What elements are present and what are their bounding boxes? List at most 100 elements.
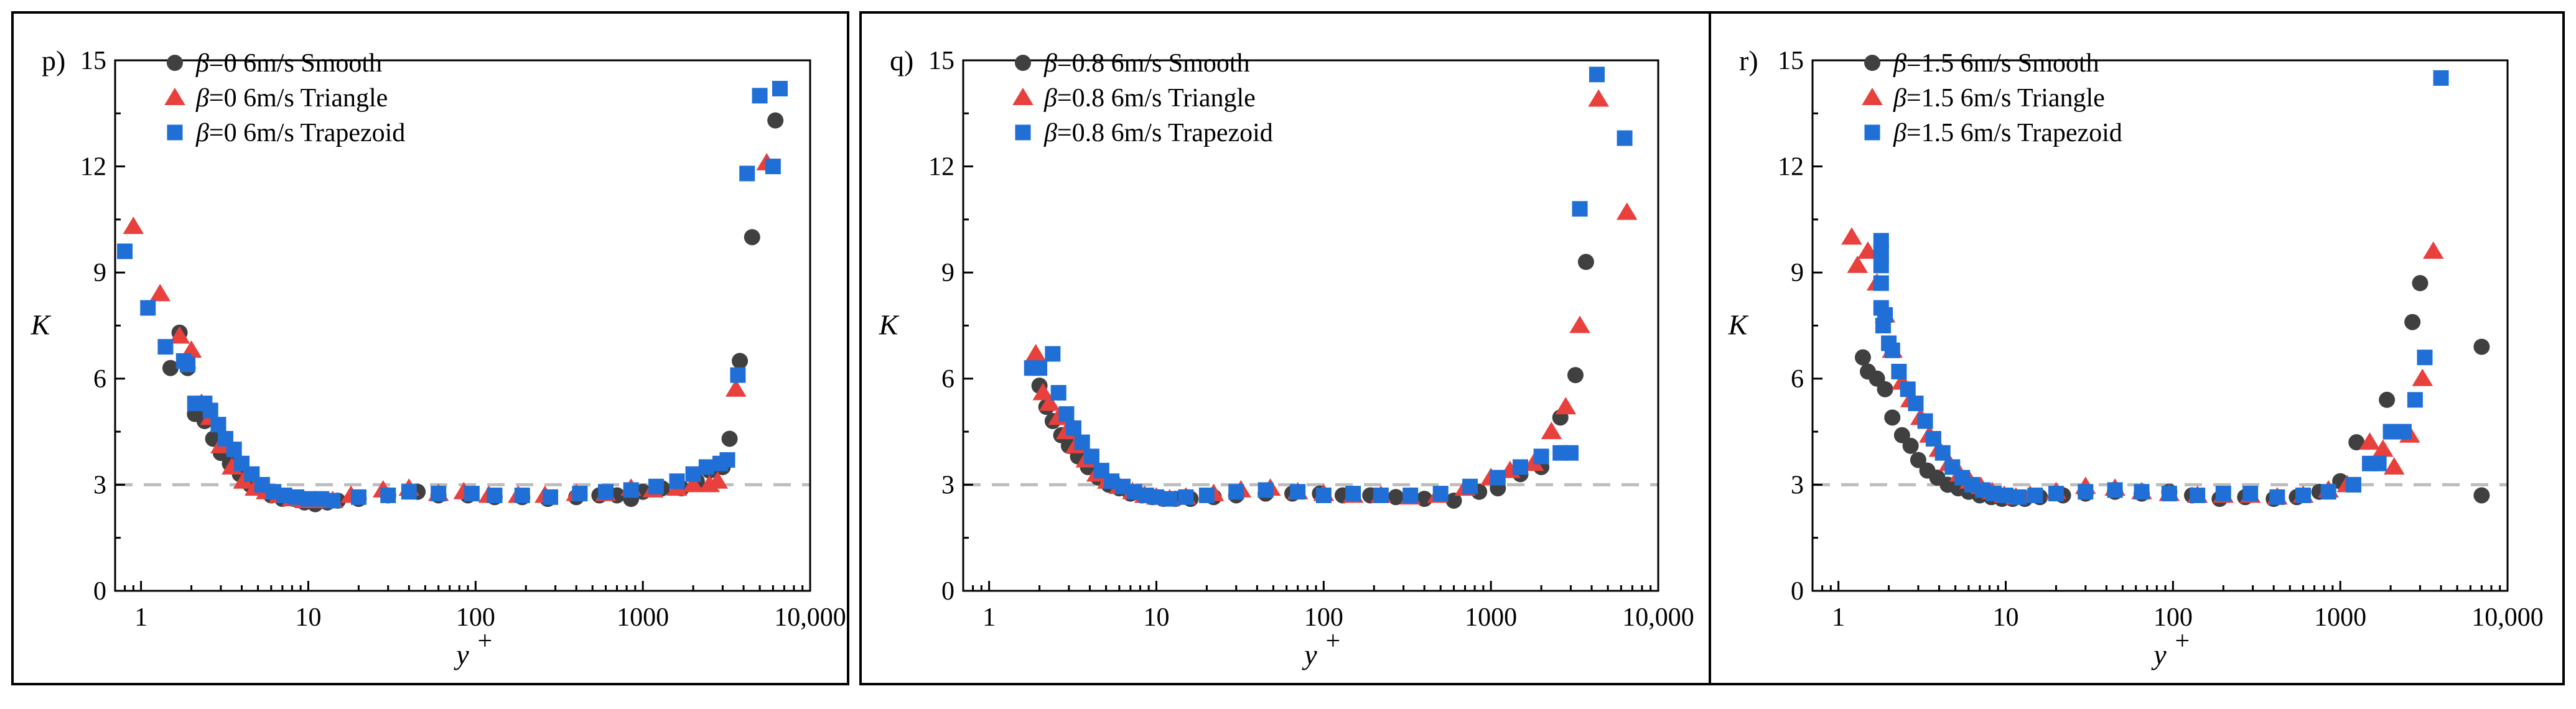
data-point xyxy=(162,359,179,376)
data-point xyxy=(1917,413,1933,429)
data-point xyxy=(1045,346,1061,362)
data-point xyxy=(2382,424,2399,440)
data-point xyxy=(1841,227,1862,245)
y-tick-label: 3 xyxy=(1791,471,1804,499)
data-point xyxy=(1541,422,1562,440)
data-point xyxy=(2107,482,2123,498)
data-point xyxy=(2134,484,2150,500)
legend-marker xyxy=(1864,124,1880,141)
legend-marker xyxy=(1015,55,1031,71)
data-point xyxy=(1148,489,1164,505)
data-point xyxy=(767,112,784,129)
data-point xyxy=(1934,445,1951,461)
data-point xyxy=(2011,489,2027,505)
data-point xyxy=(2412,368,2434,386)
data-point xyxy=(1388,489,1404,506)
data-point xyxy=(1039,393,1060,411)
x-tick-label: 10 xyxy=(1992,603,2018,632)
x-axis-title-sup: + xyxy=(2175,627,2190,656)
x-axis-title: y xyxy=(1302,639,1317,670)
series-circle xyxy=(162,112,784,512)
legend-label: β=0.8 6m/s Triangle xyxy=(1043,84,1256,113)
y-tick-label: 6 xyxy=(93,365,106,394)
y-tick-label: 0 xyxy=(93,577,106,606)
data-point xyxy=(2407,392,2423,408)
panel-p: 1 10 100 1000 10,000 0 3 6 9 12 15 y + Kp) β=0 6m/s Sm… xyxy=(11,11,849,685)
y-tick-label: 9 xyxy=(1791,259,1804,287)
data-point xyxy=(707,471,729,489)
data-point xyxy=(1533,448,1549,465)
data-point xyxy=(669,473,685,489)
legend: β=1.5 6m/s Smooth β=1.5 6m/s Triangle β=1.… xyxy=(1862,49,2122,147)
x-axis-title-sup: + xyxy=(478,627,493,656)
data-point xyxy=(1555,397,1577,415)
legend-marker xyxy=(167,55,183,71)
x-tick-label: 10 xyxy=(295,603,321,632)
x-tick-label: 10,000 xyxy=(774,603,846,632)
legend: β=0.8 6m/s Smooth β=0.8 6m/s Triangle β=0.… xyxy=(1012,49,1273,147)
series-square xyxy=(117,80,788,509)
data-point xyxy=(514,487,530,503)
data-point xyxy=(1997,487,2014,503)
data-point xyxy=(2383,456,2405,475)
x-tick-label: 1 xyxy=(1832,603,1845,632)
y-tick-label: 6 xyxy=(1791,365,1804,394)
data-point xyxy=(1569,315,1590,333)
data-point xyxy=(1345,486,1361,502)
data-point xyxy=(169,326,190,344)
data-point xyxy=(1416,491,1433,507)
series-triangle xyxy=(1025,89,1638,507)
data-point xyxy=(752,88,768,104)
legend-label: β=0 6m/s Trapezoid xyxy=(195,119,405,147)
data-point xyxy=(1588,89,1609,107)
data-point xyxy=(2371,455,2387,471)
y-tick-label: 0 xyxy=(941,577,954,606)
data-point xyxy=(1854,349,1871,366)
data-point xyxy=(2417,350,2433,366)
data-point xyxy=(233,471,254,489)
data-point xyxy=(2379,391,2396,408)
data-point xyxy=(1567,367,1584,384)
data-point xyxy=(1908,396,1924,412)
data-point xyxy=(1577,254,1594,271)
data-point xyxy=(1902,437,1919,454)
data-point xyxy=(2269,489,2285,505)
data-point xyxy=(623,482,639,498)
data-point xyxy=(1258,482,1274,498)
y-tick-label: 6 xyxy=(941,365,954,394)
legend-label: β=1.5 6m/s Triangle xyxy=(1893,84,2105,113)
data-point xyxy=(1290,484,1306,500)
data-point xyxy=(1925,430,1941,447)
x-tick-label: 1000 xyxy=(617,603,669,632)
y-tick-label: 3 xyxy=(93,471,106,499)
data-point xyxy=(2473,338,2490,355)
data-point xyxy=(2422,241,2444,259)
y-tick-label: 9 xyxy=(93,259,106,287)
data-point xyxy=(1058,406,1075,422)
data-point xyxy=(1074,434,1090,450)
y-axis-title: K xyxy=(879,309,900,341)
data-point xyxy=(2048,486,2064,502)
data-point xyxy=(1228,484,1244,500)
data-point xyxy=(2404,313,2421,330)
x-tick-label: 10,000 xyxy=(2471,603,2544,632)
data-point xyxy=(1198,487,1215,503)
data-point xyxy=(1065,420,1081,436)
data-point xyxy=(1462,478,1478,494)
x-tick-label: 1 xyxy=(982,603,996,632)
data-point xyxy=(2027,487,2043,503)
data-point xyxy=(300,491,316,507)
data-point xyxy=(2345,476,2361,493)
legend-marker xyxy=(167,124,183,141)
data-point xyxy=(744,229,760,246)
data-point xyxy=(464,486,480,502)
data-point xyxy=(180,356,196,373)
data-point xyxy=(1178,489,1194,505)
data-point xyxy=(2433,70,2449,86)
panel-frame xyxy=(11,11,849,685)
data-point xyxy=(1884,409,1901,426)
data-point xyxy=(1877,381,1893,397)
data-point xyxy=(1910,452,1926,468)
data-point xyxy=(1162,491,1178,507)
data-point xyxy=(685,466,701,482)
